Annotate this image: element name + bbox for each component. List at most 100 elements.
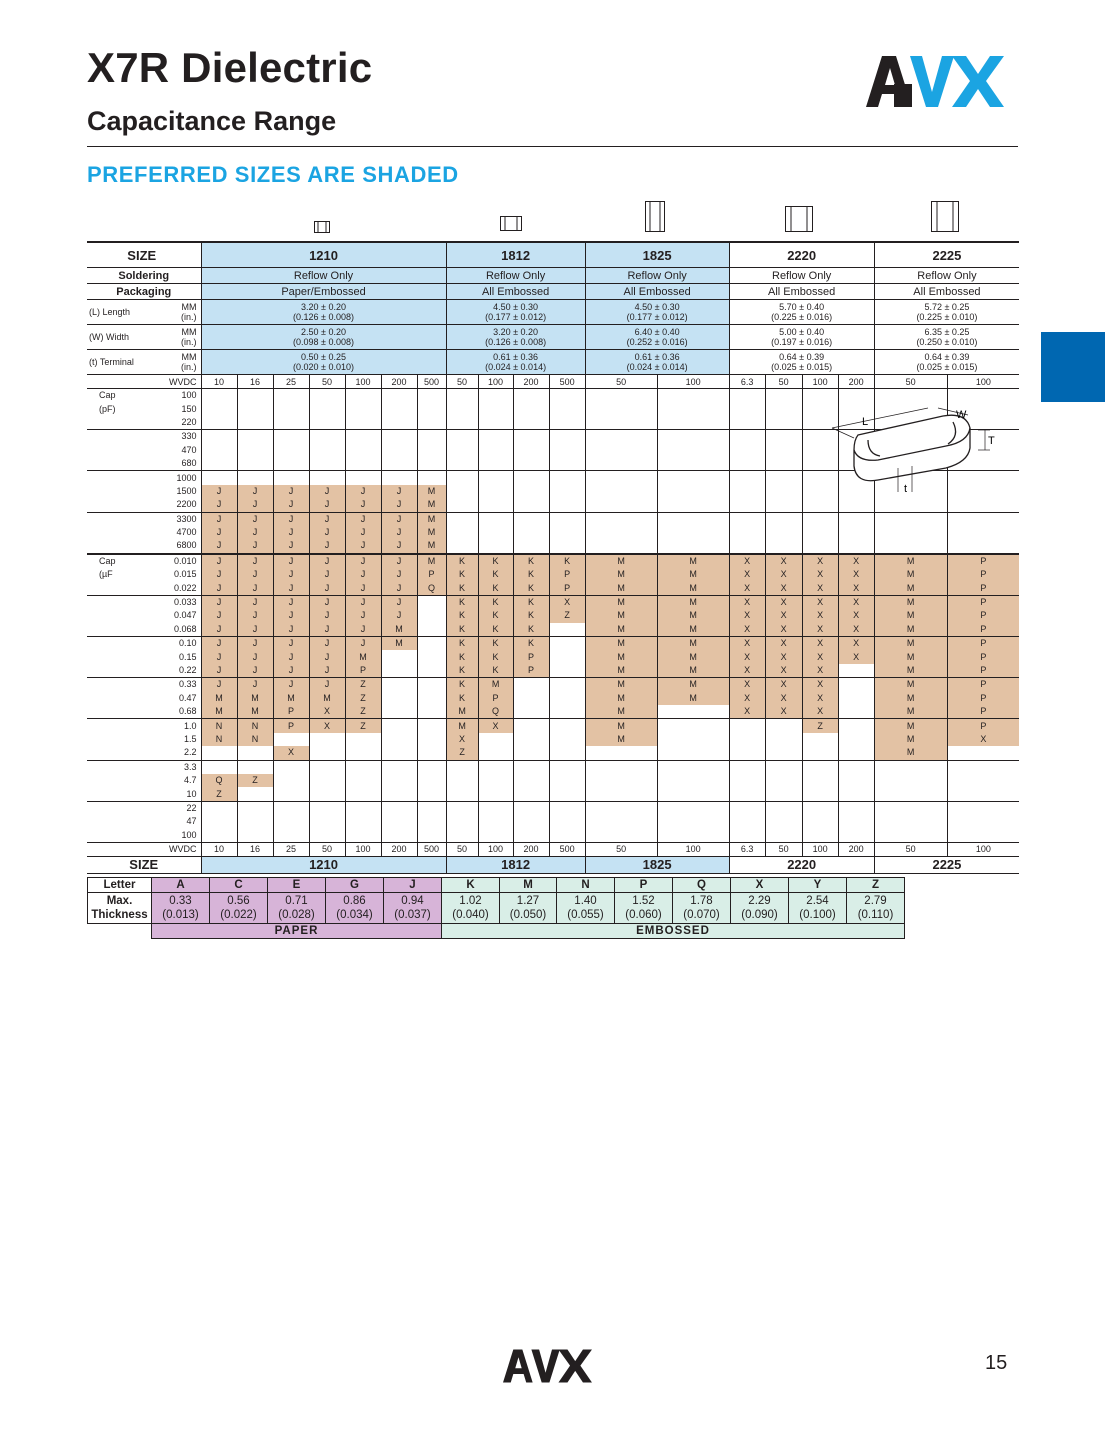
cap-value: 0.022 — [173, 582, 197, 593]
empty-cell — [236, 828, 273, 843]
thickness-code-cell: M — [656, 622, 730, 637]
empty-cell — [236, 759, 273, 774]
empty-cell — [380, 773, 417, 788]
thickness-code: K — [459, 679, 466, 690]
thickness-code-cell: M — [445, 718, 479, 733]
empty-cell — [656, 787, 730, 802]
empty-cell — [656, 525, 730, 540]
thickness-code-cell: J — [308, 581, 345, 596]
thickness-code: N — [251, 733, 259, 744]
soldering-1812: Reflow Only — [485, 269, 546, 282]
thickness-code-cell: X — [837, 581, 875, 596]
thickness-code: M — [491, 679, 500, 690]
empty-cell — [477, 539, 514, 554]
empty-cell — [380, 650, 417, 664]
empty-cell — [584, 429, 658, 444]
thickness-code-cell: M — [584, 718, 658, 733]
empty-cell — [728, 402, 766, 416]
cap-value: 680 — [181, 458, 197, 469]
thickness-code-cell: M — [584, 622, 658, 637]
term-in-1210: (0.020 ± 0.010) — [293, 362, 355, 372]
term-in-1825: (0.024 ± 0.014) — [626, 362, 688, 372]
thickness-value: 1.02 (0.040) — [441, 892, 500, 924]
wvdc-bottom-2220-100: 100 — [812, 844, 828, 855]
diag-L-label: L — [862, 416, 868, 428]
wvdc-bottom-1825-100: 100 — [685, 844, 701, 855]
empty-cell — [801, 484, 839, 499]
thickness-code: J — [252, 610, 258, 621]
thickness-code: Z — [360, 706, 366, 717]
empty-cell — [584, 498, 658, 513]
wvdc-bottom-1210-100: 100 — [355, 844, 371, 855]
empty-cell — [200, 815, 237, 829]
empty-cell — [548, 525, 586, 540]
cap-value: 1500 — [176, 485, 197, 496]
thickness-code: J — [252, 485, 258, 496]
thickness-code: M — [689, 665, 697, 675]
thickness-code: J — [324, 679, 330, 690]
cap-row: 3300 J J J J J J M — [87, 511, 1020, 526]
thickness-code-cell: X — [308, 718, 345, 733]
empty-cell — [200, 429, 237, 444]
thickness-code: Z — [564, 610, 570, 621]
thickness-code-cell: P — [946, 552, 1020, 569]
thickness-code-cell: Z — [344, 718, 381, 733]
thickness-code: M — [617, 623, 625, 634]
thickness-code-cell: X — [801, 594, 839, 610]
empty-cell — [548, 828, 586, 843]
thickness-code: J — [216, 665, 222, 675]
empty-cell — [801, 773, 839, 788]
thickness-code-cell: M — [873, 568, 948, 582]
thickness-code-cell: X — [764, 663, 803, 678]
thickness-code-cell: X — [477, 718, 514, 733]
thickness-code-cell: J — [272, 622, 309, 637]
thickness-code-cell: M — [416, 498, 447, 513]
thickness-code-cell: X — [728, 622, 766, 637]
thickness-code-cell: K — [477, 622, 514, 637]
thickness-code: J — [396, 527, 402, 538]
thickness-code-cell: M — [584, 663, 658, 678]
empty-cell — [512, 691, 550, 705]
thickness-code-cell: M — [380, 622, 417, 637]
thickness-code: X — [744, 582, 751, 593]
thickness-code: J — [252, 540, 258, 551]
thickness-code: Q — [428, 582, 436, 593]
thickness-code-cell: M — [584, 732, 658, 747]
empty-cell — [873, 484, 948, 499]
length-in-1210: (0.126 ± 0.008) — [293, 312, 355, 322]
empty-cell — [344, 815, 381, 829]
thickness-code-cell: J — [344, 484, 381, 499]
empty-cell — [946, 746, 1020, 761]
empty-cell — [512, 773, 550, 788]
thickness-code: X — [853, 597, 860, 608]
empty-cell — [445, 828, 479, 843]
cap-unit-label: Cap — [99, 555, 116, 566]
thickness-code-cell: M — [656, 594, 730, 610]
empty-cell — [308, 402, 345, 416]
cap-value: 100 — [181, 829, 197, 840]
empty-cell — [512, 415, 550, 430]
thickness-code-cell: M — [873, 622, 948, 637]
thickness-code: Q — [492, 706, 500, 717]
empty-cell — [272, 773, 309, 788]
empty-cell — [548, 470, 586, 485]
cap-value: 1.5 — [183, 733, 197, 744]
cap-value: 2200 — [176, 499, 197, 510]
thickness-code: M — [395, 623, 403, 634]
thickness-code-cell: M — [873, 552, 948, 569]
cap-row: 1500 J J J J J J M — [87, 484, 1020, 499]
thickness-code: J — [216, 540, 222, 551]
wvdc-1812-50: 50 — [457, 376, 468, 387]
thickness-code: M — [906, 555, 915, 566]
thickness-code: M — [458, 720, 466, 731]
thickness-letter: G — [325, 877, 384, 893]
thickness-code: X — [817, 665, 824, 675]
empty-cell — [548, 415, 586, 430]
thickness-code-cell: X — [764, 581, 803, 596]
thickness-code-cell: X — [728, 691, 766, 705]
cap-row: 0.10 J J J J J M K K K M M X X X X M P — [87, 636, 1020, 651]
thickness-code: J — [396, 540, 402, 551]
thickness-code-cell: M — [308, 691, 345, 705]
empty-cell — [236, 787, 273, 802]
thickness-code-cell: K — [477, 594, 514, 610]
